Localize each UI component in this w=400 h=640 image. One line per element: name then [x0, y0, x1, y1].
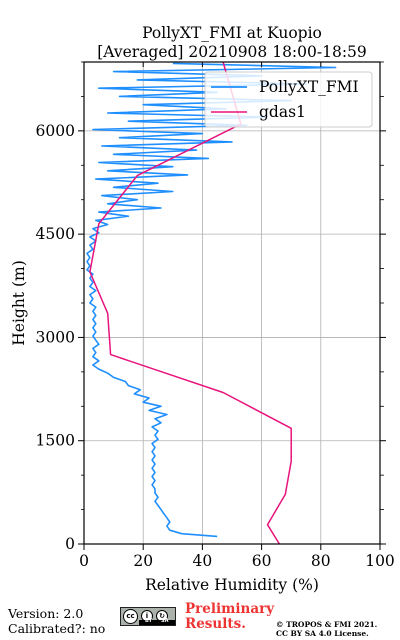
- legend: PollyXT_FMI gdas1: [204, 71, 373, 128]
- cc-by-text: BY: [145, 618, 153, 624]
- x-tick-label: 40: [193, 552, 213, 570]
- license-line1: © TROPOS & FMI 2021.: [276, 620, 378, 629]
- grid-lines: [83, 62, 381, 545]
- cc-sa-text: SA: [161, 618, 169, 624]
- x-axis-label: Relative Humidity (%): [145, 576, 319, 594]
- y-tick-label: 0: [65, 535, 75, 553]
- y-axis-label: Height (m): [10, 260, 28, 346]
- cc-license-strip: BY SA: [139, 618, 175, 625]
- x-tick-label: 100: [365, 552, 395, 570]
- series-layer: [86, 62, 337, 544]
- version-text: Version: 2.0: [8, 606, 84, 621]
- series-line-gdas1: [89, 62, 292, 544]
- y-tick-label: 3000: [36, 328, 75, 346]
- preliminary-notice: Preliminary Results.: [185, 602, 274, 632]
- plot-frame: [83, 61, 381, 545]
- preliminary-line1: Preliminary: [185, 601, 275, 617]
- preliminary-line2: Results.: [185, 616, 246, 632]
- x-tick-label: 80: [311, 552, 331, 570]
- y-tick-label: 4500: [36, 225, 75, 243]
- series-line-pollyxt-fmi: [86, 62, 337, 538]
- axis-ticks: 0 20 40 60 80 100 0 1500 3000 4500 6000: [36, 61, 395, 570]
- x-tick-label: 60: [252, 552, 272, 570]
- footer-meta: Version: 2.0 Calibrated?: no: [8, 606, 105, 636]
- x-tick-label: 0: [79, 552, 89, 570]
- chart-title-line1: PollyXT_FMI at Kuopio: [142, 24, 322, 42]
- x-tick-label: 20: [133, 552, 153, 570]
- calibrated-text: Calibrated?: no: [8, 621, 106, 636]
- chart-title-line2: [Averaged] 20210908 18:00-18:59: [97, 43, 367, 61]
- y-tick-label: 1500: [36, 432, 75, 450]
- cc-by-sa-logo: cc i ↻ BY SA: [120, 607, 176, 626]
- license-text: © TROPOS & FMI 2021. CC BY SA 4.0 Licens…: [276, 620, 377, 638]
- license-line2: CC BY SA 4.0 License.: [276, 629, 369, 638]
- rh-profile-chart: PollyXT_FMI at Kuopio [Averaged] 2021090…: [10, 24, 395, 594]
- legend-box: [204, 71, 373, 128]
- cc-icon: cc: [123, 609, 138, 624]
- legend-label-pollyxt: PollyXT_FMI: [259, 78, 359, 96]
- y-tick-label: 6000: [36, 122, 75, 140]
- attribution-icon: i: [141, 610, 153, 622]
- legend-label-gdas1: gdas1: [259, 103, 306, 121]
